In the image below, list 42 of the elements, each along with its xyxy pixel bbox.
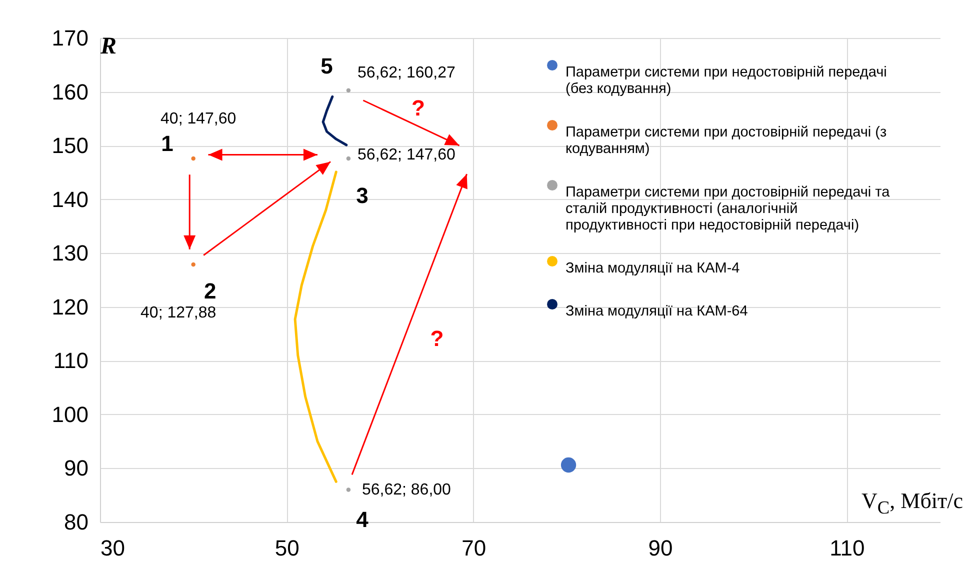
data-label: 56,62; 160,27 (358, 64, 456, 82)
legend-label: Зміна модуляції на КАМ-4 (566, 260, 740, 276)
y-tick-label: 130 (52, 240, 88, 266)
data-label: 56,62; 86,00 (362, 482, 452, 499)
x-tick-label: 70 (462, 536, 486, 560)
y-tick-label: 140 (52, 186, 88, 212)
annotation: ? (412, 95, 425, 120)
y-axis-title: R (100, 34, 117, 60)
y-tick-label: 80 (64, 510, 88, 534)
legend-label: Параметри системи при недостовірній передачі (без кодування) (566, 64, 887, 97)
x-tick-label: 110 (830, 536, 865, 560)
annotation: 4 (356, 506, 370, 532)
point (346, 88, 351, 92)
line-series (294, 170, 338, 483)
x-axis-title: V$_{C}$, Мбіт/с (862, 488, 963, 518)
y-tick-label: 170 (52, 26, 88, 50)
data-label: 40; 147,60 (160, 110, 236, 128)
line-series (322, 95, 348, 146)
annotation: 2 (204, 278, 216, 304)
x-tick-label: 50 (274, 536, 300, 560)
y-tick-label: 90 (64, 456, 88, 481)
legend-label: Параметри системи при достовірній передачі та сталій продуктивності (аналогічній продуктивності при недостовірній передачі) (566, 184, 891, 234)
legend-label: Зміна модуляції на КАМ-64 (566, 303, 748, 320)
point (346, 156, 351, 161)
point (346, 488, 351, 492)
y-tick-label: 160 (52, 79, 88, 104)
point (191, 156, 196, 161)
annotation: 1 (161, 130, 174, 156)
annotation: 5 (320, 54, 333, 78)
data-label: 56,62; 147,60 (358, 146, 456, 164)
y-tick-label: 100 (52, 402, 88, 427)
y-tick-label: 150 (52, 133, 88, 158)
y-tick-label: 120 (52, 294, 88, 320)
y-tick-label: 110 (53, 348, 88, 374)
x-tick-label: 30 (100, 536, 125, 560)
legend-label: Параметри системи при достовірній передачі (з кодуванням) (566, 124, 888, 157)
annotation: 3 (356, 183, 368, 208)
data-label: 40; 127,88 (140, 304, 216, 322)
point (191, 262, 196, 267)
x-tick-label: 90 (648, 536, 673, 560)
point (560, 457, 576, 473)
annotation: ? (430, 326, 444, 352)
